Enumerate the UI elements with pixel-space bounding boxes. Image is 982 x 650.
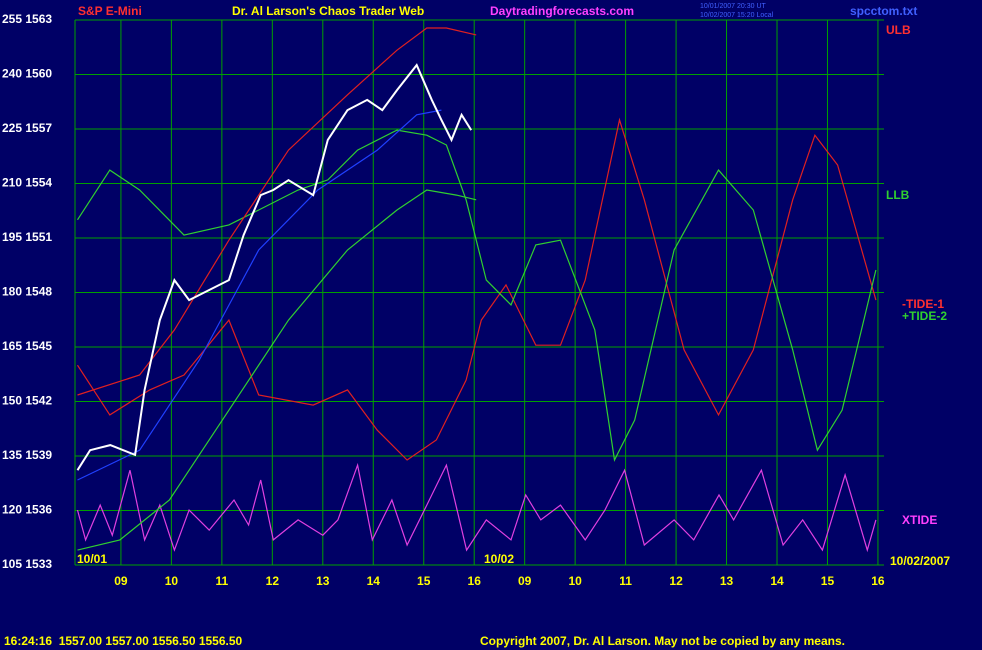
chart-title: Dr. Al Larson's Chaos Trader Web <box>232 4 424 18</box>
symbol: S&P E-Mini <box>78 4 142 18</box>
x-tick-label: 16 <box>468 574 482 588</box>
series-line <box>76 462 877 553</box>
copyright: Copyright 2007, Dr. Al Larson. May not b… <box>480 634 845 648</box>
date-label: 10/01 <box>77 552 107 566</box>
series-line <box>77 27 477 396</box>
x-tick-label: 13 <box>316 574 330 588</box>
y-tick-label: 120 1536 <box>2 503 52 517</box>
x-tick-label: 11 <box>619 574 632 588</box>
y-tick-label: 165 1545 <box>2 339 52 353</box>
legend-label: ULB <box>886 23 911 37</box>
x-tick-label: 12 <box>669 574 683 588</box>
y-tick-label: 255 1563 <box>2 12 52 26</box>
file-name: spcctom.txt <box>850 4 917 18</box>
legend-label: XTIDE <box>902 513 937 527</box>
x-tick-label: 09 <box>114 574 128 588</box>
date-label: 10/02 <box>484 552 514 566</box>
x-tick-label: 10 <box>165 574 179 588</box>
timestamp: 10/02/2007 15:20 Local <box>700 12 774 19</box>
x-tick-label: 12 <box>266 574 280 588</box>
x-tick-label: 14 <box>367 574 381 588</box>
legend-label: LLB <box>886 188 910 202</box>
y-tick-label: 180 1548 <box>2 285 52 299</box>
y-tick-label: 135 1539 <box>2 448 52 462</box>
y-tick-label: 240 1560 <box>2 67 52 81</box>
series-line <box>76 117 877 461</box>
y-tick-label: 195 1551 <box>2 230 52 244</box>
timestamp: 10/01/2007 20:30 UT <box>700 3 766 10</box>
x-tick-label: 15 <box>417 574 431 588</box>
x-tick-label: 11 <box>216 574 229 588</box>
x-tick-label: 15 <box>821 574 835 588</box>
y-tick-label: 225 1557 <box>2 121 52 135</box>
legend-label: -TIDE-1 <box>902 297 944 311</box>
x-tick-label: 13 <box>720 574 734 588</box>
series-line <box>76 129 877 462</box>
website: Daytradingforecasts.com <box>490 4 634 18</box>
status-line: 16:24:16 1557.00 1557.00 1556.50 1556.50 <box>4 634 243 648</box>
legend-label: +TIDE-2 <box>902 309 947 323</box>
x-tick-label: 09 <box>518 574 532 588</box>
x-tick-label: 14 <box>770 574 784 588</box>
y-tick-label: 105 1533 <box>2 557 52 571</box>
series-line <box>76 63 473 471</box>
x-tick-label: 16 <box>871 574 885 588</box>
y-tick-label: 210 1554 <box>2 176 52 190</box>
y-tick-label: 150 1542 <box>2 394 52 408</box>
date-label: 10/02/2007 <box>890 554 950 568</box>
series-line <box>77 109 442 481</box>
series-line <box>77 189 477 551</box>
x-tick-label: 10 <box>568 574 582 588</box>
